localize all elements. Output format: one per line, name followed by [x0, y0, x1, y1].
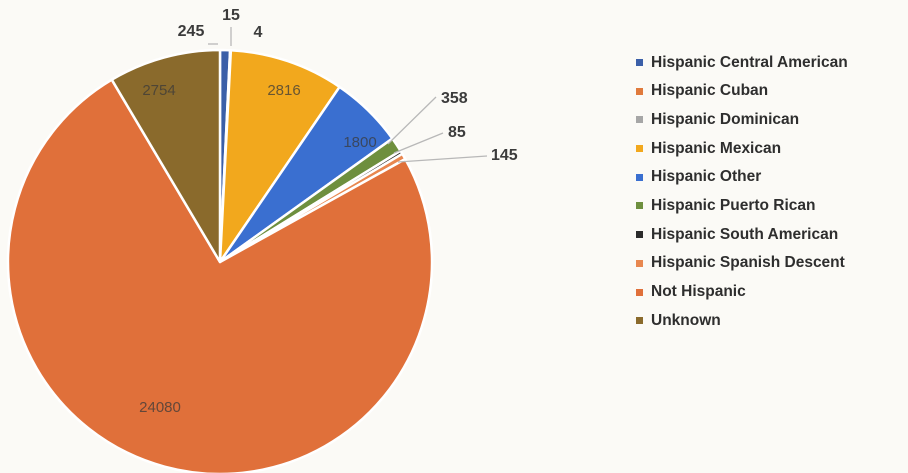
- legend-label: Hispanic Central American: [651, 53, 848, 71]
- legend-swatch: [636, 59, 643, 66]
- legend-item: Hispanic Dominican: [636, 109, 848, 130]
- legend-item: Hispanic Mexican: [636, 138, 848, 159]
- legend-swatch: [636, 231, 643, 239]
- legend-label: Hispanic Puerto Rican: [651, 196, 816, 214]
- legend-label: Hispanic South American: [651, 225, 839, 243]
- data-label-hispanic-south-american: 85: [448, 124, 466, 141]
- legend-label: Hispanic Mexican: [651, 139, 782, 157]
- data-label-hispanic-mexican: 2816: [267, 82, 300, 99]
- legend-swatch: [636, 288, 643, 296]
- legend-item: Hispanic South American: [636, 224, 848, 245]
- legend-item: Hispanic Central American: [636, 52, 848, 73]
- leader-line-hispanic-spanish-descent: [397, 155, 488, 163]
- legend-label: Not Hispanic: [651, 283, 746, 300]
- legend-item: Hispanic Spanish Descent: [636, 253, 848, 274]
- legend: Hispanic Central American Hispanic Cuban…: [636, 52, 848, 339]
- data-label-hispanic-spanish-descent: 145: [491, 147, 518, 164]
- leader-line-hispanic-puerto-rican: [387, 96, 437, 145]
- legend-swatch: [636, 202, 643, 210]
- pie-slice-unknown: [110, 48, 222, 264]
- legend-label: Hispanic Other: [651, 168, 762, 186]
- legend-label: Unknown: [651, 311, 721, 329]
- legend-swatch: [636, 87, 643, 95]
- data-label-hispanic-dominican: 4: [254, 24, 263, 41]
- legend-label: Hispanic Cuban: [651, 82, 769, 100]
- pie-slice-not-hispanic: [6, 78, 434, 473]
- legend-swatch: [636, 317, 643, 325]
- legend-swatch: [636, 116, 643, 124]
- data-label-hispanic-other: 1800: [343, 134, 376, 151]
- legend-item: Hispanic Cuban: [636, 81, 848, 102]
- data-label-unknown: 2754: [142, 82, 175, 99]
- data-label-not-hispanic: 24080: [139, 399, 181, 416]
- legend-item: Not Hispanic: [636, 282, 848, 303]
- leader-line-hispanic-south-american: [393, 132, 444, 154]
- legend-item: Hispanic Other: [636, 167, 848, 188]
- legend-label: Hispanic Spanish Descent: [651, 254, 845, 272]
- data-label-hispanic-cuban: 15: [222, 7, 240, 24]
- legend-item: Hispanic Puerto Rican: [636, 195, 848, 216]
- data-label-hispanic-puerto-rican: 358: [441, 90, 468, 107]
- legend-swatch: [636, 145, 643, 153]
- pie-slice-hispanic-mexican: [218, 49, 341, 264]
- legend-swatch: [636, 259, 643, 267]
- legend-label: Hispanic Dominican: [651, 110, 800, 128]
- legend-swatch: [636, 173, 643, 181]
- data-label-hispanic-central-american: 245: [178, 23, 205, 40]
- legend-item: Unknown: [636, 310, 848, 331]
